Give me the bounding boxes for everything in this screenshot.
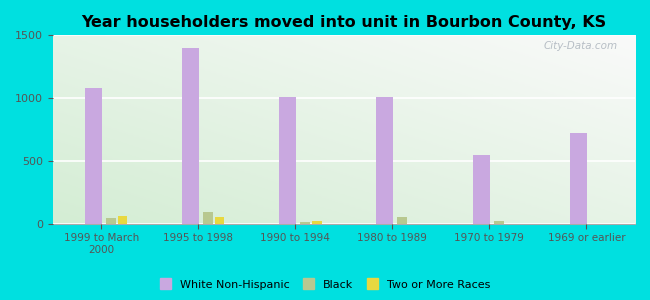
- Text: City-Data.com: City-Data.com: [543, 41, 618, 51]
- Bar: [118, 216, 127, 224]
- Title: Year householders moved into unit in Bourbon County, KS: Year householders moved into unit in Bou…: [81, 15, 606, 30]
- Bar: [203, 212, 213, 224]
- Bar: [570, 133, 588, 224]
- Bar: [473, 155, 490, 224]
- Bar: [494, 221, 504, 224]
- Bar: [84, 88, 102, 224]
- Bar: [279, 98, 296, 224]
- Bar: [300, 222, 310, 224]
- Legend: White Non-Hispanic, Black, Two or More Races: White Non-Hispanic, Black, Two or More R…: [155, 275, 495, 294]
- Bar: [214, 217, 224, 224]
- Bar: [312, 220, 322, 224]
- Bar: [106, 218, 116, 224]
- Bar: [182, 48, 200, 224]
- Bar: [397, 217, 407, 224]
- Bar: [376, 98, 393, 224]
